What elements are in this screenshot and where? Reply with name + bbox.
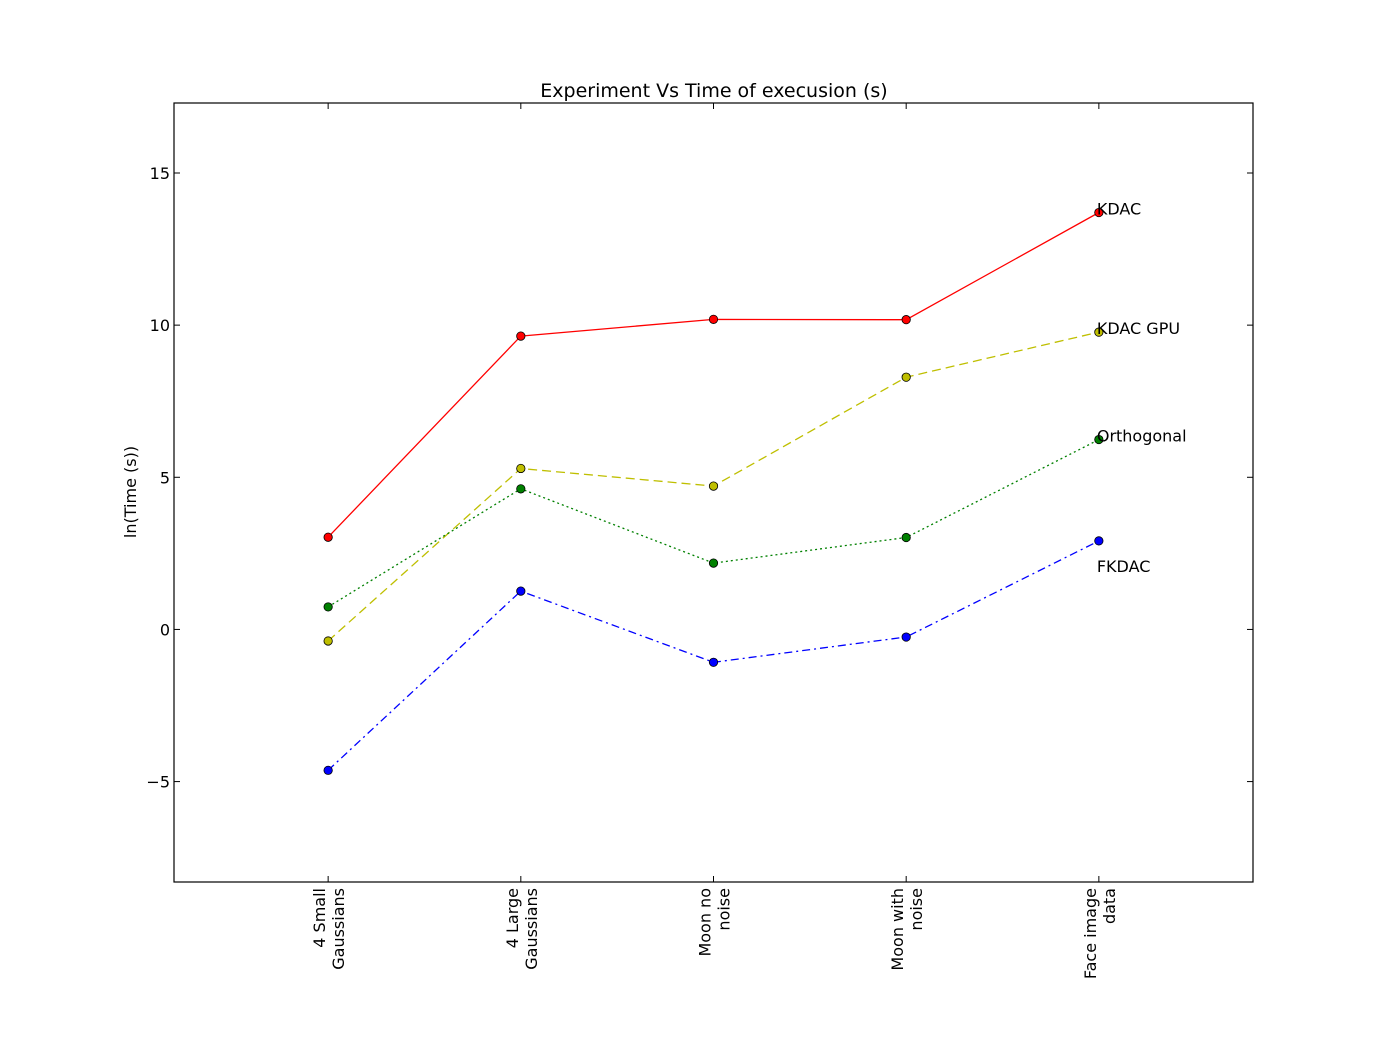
y-tick-label: 0 [160, 620, 170, 639]
data-point [901, 315, 911, 325]
x-tick-label-line: noise [907, 888, 926, 931]
data-point [708, 314, 719, 324]
x-tick-label-line: Moon with [888, 888, 907, 971]
x-tick-label-line: 4 Small [310, 888, 329, 948]
x-tick-label: Moon nonoise [696, 888, 734, 957]
x-tick-label: Face imagedata [1081, 888, 1119, 979]
x-tick-label: 4 LargeGaussians [503, 888, 541, 970]
x-tick-label: Moon withnoise [888, 888, 926, 971]
chart-title: Experiment Vs Time of execusion (s) [540, 80, 887, 102]
plot-area [173, 102, 1254, 883]
y-tick-label: 15 [150, 164, 170, 183]
data-point [1094, 207, 1104, 218]
series-labels: KDAC KDAC GPU Orthogonal FKDAC [1097, 200, 1187, 576]
data-point [708, 657, 719, 667]
series-label: KDAC GPU [1097, 319, 1180, 338]
data-point [708, 481, 719, 491]
data-point [901, 532, 911, 543]
x-tick-label-line: 4 Large [503, 888, 522, 948]
data-point [1094, 536, 1104, 546]
data-point [323, 532, 333, 542]
data-point [1094, 327, 1104, 337]
y-tick-label: −5 [146, 773, 170, 792]
x-tick-label-line: Gaussians [522, 888, 541, 970]
data-point [901, 632, 911, 642]
series-label: KDAC [1097, 200, 1141, 219]
series-label: Orthogonal [1097, 427, 1187, 446]
data-point [901, 372, 911, 382]
data-point [323, 636, 333, 646]
series-label: FKDAC [1097, 557, 1151, 576]
data-point [516, 331, 526, 341]
x-tick-label-line: Gaussians [329, 888, 348, 970]
data-point [1094, 434, 1104, 445]
data-point [323, 765, 333, 775]
x-tick-label-line: noise [715, 888, 734, 931]
data-point [516, 484, 526, 494]
x-tick-label: 4 SmallGaussians [310, 888, 348, 970]
series-line [327, 439, 1100, 608]
y-tick-label: 5 [160, 468, 170, 487]
data-point [516, 586, 526, 596]
x-tick-label-line: Moon no [696, 888, 715, 957]
series-markers [323, 207, 1104, 775]
data-point [323, 602, 333, 612]
x-tick-label-line: data [1100, 888, 1119, 924]
y-axis-label: ln(Time (s)) [121, 446, 140, 538]
data-point [516, 463, 526, 474]
y-tick-label: 10 [150, 316, 170, 335]
x-tick-label-line: Face image [1081, 888, 1100, 979]
data-point [708, 558, 719, 568]
